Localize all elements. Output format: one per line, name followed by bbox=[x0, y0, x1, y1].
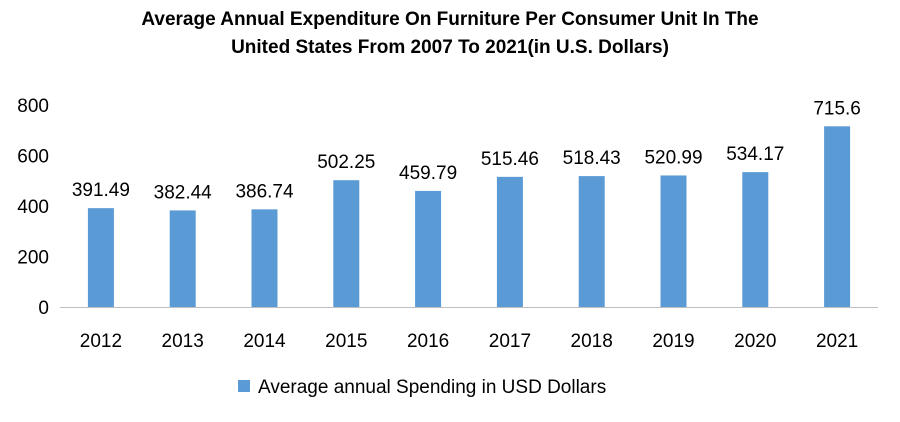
x-axis: 2012 2013 2014 2015 2016 2017 2018 2019 2020 2021 bbox=[80, 331, 858, 352]
y-tick-label: 0 bbox=[38, 298, 49, 319]
bar bbox=[496, 176, 523, 307]
x-tick-label: 2020 bbox=[734, 331, 776, 352]
bar bbox=[660, 175, 687, 307]
y-tick-label: 600 bbox=[17, 147, 49, 168]
x-tick-label: 2013 bbox=[162, 331, 204, 352]
bar-series bbox=[87, 126, 851, 307]
y-tick-label: 800 bbox=[17, 96, 49, 117]
data-label: 382.44 bbox=[154, 182, 213, 203]
legend-label: Average annual Spending in USD Dollars bbox=[258, 377, 606, 398]
bar bbox=[415, 190, 442, 307]
data-label: 386.74 bbox=[235, 181, 294, 202]
data-label: 515.46 bbox=[481, 149, 539, 170]
bar bbox=[251, 209, 278, 307]
x-tick-label: 2021 bbox=[816, 331, 858, 352]
bar bbox=[742, 172, 769, 307]
data-labels: 391.49 382.44 386.74 502.25 459.79 515.46 518.… bbox=[72, 98, 861, 203]
bar bbox=[87, 208, 114, 307]
x-tick-label: 2017 bbox=[489, 331, 531, 352]
data-label: 391.49 bbox=[72, 180, 130, 201]
chart-title: Average Annual Expenditure On Furniture … bbox=[0, 6, 900, 62]
bar bbox=[578, 176, 605, 307]
bar bbox=[169, 210, 196, 307]
data-label: 520.99 bbox=[644, 147, 702, 168]
bar bbox=[333, 180, 360, 307]
data-label: 518.43 bbox=[563, 148, 621, 169]
data-label: 459.79 bbox=[399, 163, 457, 184]
x-tick-label: 2014 bbox=[243, 331, 286, 352]
data-label: 534.17 bbox=[726, 144, 784, 165]
bar bbox=[824, 126, 851, 307]
y-axis: 0 200 400 600 800 bbox=[17, 96, 49, 319]
legend-swatch bbox=[238, 380, 250, 392]
chart-title-line-2: United States From 2007 To 2021(in U.S. … bbox=[231, 37, 669, 58]
x-tick-label: 2019 bbox=[652, 331, 694, 352]
x-tick-label: 2016 bbox=[407, 331, 449, 352]
legend: Average annual Spending in USD Dollars bbox=[238, 377, 606, 398]
data-label: 502.25 bbox=[317, 152, 375, 173]
x-tick-label: 2015 bbox=[325, 331, 367, 352]
y-tick-label: 400 bbox=[17, 197, 49, 218]
x-tick-label: 2012 bbox=[80, 331, 122, 352]
data-label: 715.6 bbox=[813, 98, 861, 119]
chart-title-line-1: Average Annual Expenditure On Furniture … bbox=[141, 9, 759, 30]
y-tick-label: 200 bbox=[17, 248, 49, 269]
x-tick-label: 2018 bbox=[571, 331, 613, 352]
